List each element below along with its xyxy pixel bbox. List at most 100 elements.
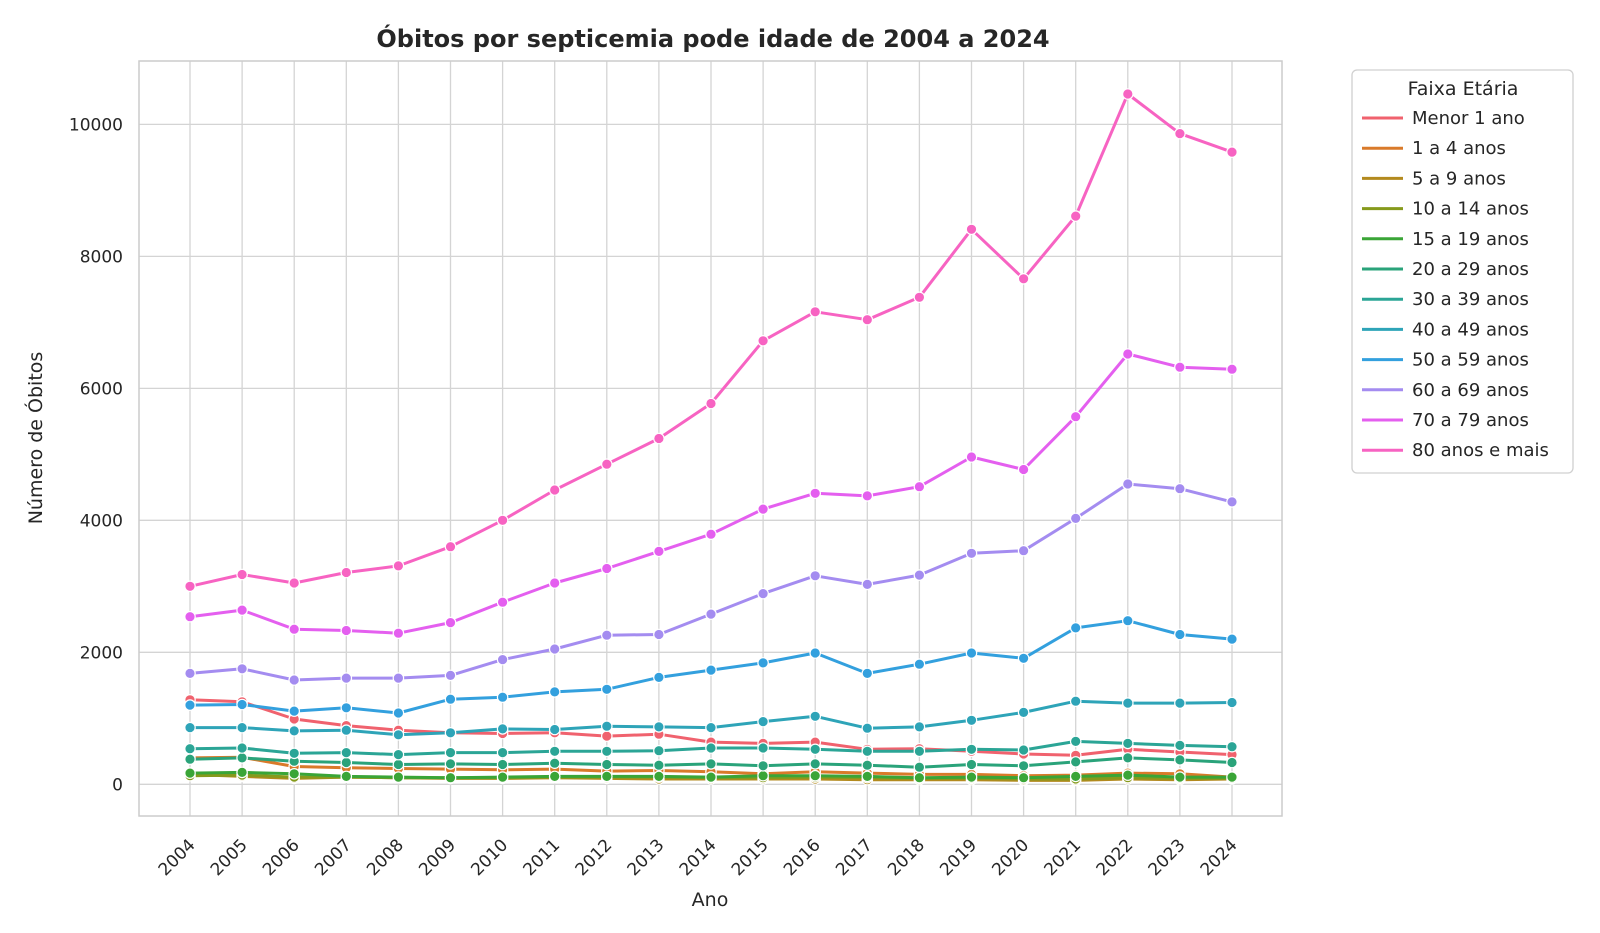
data-point (809, 743, 821, 756)
data-point (757, 587, 769, 600)
data-point (496, 514, 509, 527)
data-point (913, 745, 926, 758)
legend-item: 60 a 69 anos (1362, 380, 1529, 401)
series-layer (184, 88, 1238, 787)
data-point (444, 746, 457, 759)
data-point (392, 627, 405, 639)
data-point (861, 722, 874, 734)
data-point (600, 758, 613, 771)
data-point (705, 758, 717, 770)
data-point (1017, 463, 1030, 476)
data-point (1069, 770, 1082, 783)
y-tick-label: 6000 (80, 379, 123, 399)
data-point (496, 653, 509, 666)
data-point (653, 744, 665, 757)
data-point (600, 730, 613, 742)
legend-label: 40 a 49 anos (1412, 319, 1529, 340)
data-point (496, 746, 509, 759)
data-point (496, 596, 509, 608)
data-point (965, 547, 978, 560)
data-point (236, 721, 248, 734)
data-point (392, 748, 405, 761)
data-point (340, 724, 353, 736)
data-point (965, 714, 978, 727)
data-point (184, 742, 196, 755)
data-point (1069, 512, 1082, 525)
data-point (548, 484, 561, 496)
series-50-a-59-anos (184, 614, 1238, 719)
data-point (184, 667, 196, 680)
y-tick-label: 8000 (80, 247, 123, 267)
data-point (340, 566, 353, 579)
x-axis-title: Ano (692, 889, 729, 911)
data-point (809, 569, 821, 582)
data-point (965, 451, 978, 463)
data-point (965, 223, 978, 236)
data-point (809, 305, 821, 318)
data-point (236, 568, 248, 581)
data-point (913, 569, 926, 581)
legend-box (1351, 69, 1574, 474)
data-point (1174, 127, 1186, 140)
data-point (184, 610, 196, 623)
data-point (236, 752, 248, 764)
data-point (548, 757, 561, 769)
legend-label: 70 a 79 anos (1412, 410, 1529, 431)
series-70-a-79-anos (184, 348, 1238, 639)
y-axis-title: Número de Óbitos (23, 352, 47, 525)
data-point (184, 721, 196, 734)
data-point (653, 432, 665, 445)
data-point (861, 667, 874, 680)
data-point (1017, 272, 1030, 285)
data-point (1017, 759, 1030, 772)
y-axis-ticks: 0 2000 4000 6000 8000 10000 (69, 115, 123, 795)
data-point (600, 770, 613, 783)
data-point (705, 721, 717, 734)
data-point (600, 458, 613, 470)
data-point (1226, 363, 1238, 375)
data-point (705, 397, 717, 410)
data-point (1069, 410, 1082, 423)
series-60-a-69-anos (184, 478, 1238, 686)
legend-title: Faixa Etária (1408, 78, 1519, 100)
data-point (444, 616, 457, 629)
data-point (288, 767, 300, 780)
data-point (1069, 210, 1082, 222)
data-point (913, 771, 926, 784)
data-point (236, 742, 248, 754)
y-tick-label: 10000 (69, 115, 123, 135)
data-point (1017, 744, 1030, 756)
data-point (809, 647, 821, 659)
data-point (1069, 622, 1082, 634)
data-point (548, 770, 561, 783)
data-point (705, 528, 717, 540)
data-point (340, 756, 353, 769)
legend-label: 5 a 9 anos (1412, 168, 1506, 189)
data-point (965, 743, 978, 756)
data-point (1226, 771, 1238, 783)
data-point (444, 540, 457, 553)
data-point (340, 770, 353, 783)
data-point (340, 746, 353, 759)
data-point (288, 705, 300, 717)
legend-item: 5 a 9 anos (1362, 168, 1506, 189)
data-point (392, 728, 405, 741)
data-point (757, 503, 769, 515)
legend-item: 80 anos e mais (1362, 440, 1549, 461)
data-point (184, 767, 196, 779)
data-point (1174, 628, 1186, 641)
data-point (757, 769, 769, 782)
data-point (1017, 544, 1030, 557)
data-point (1174, 739, 1186, 752)
data-point (1226, 146, 1238, 158)
legend-label: 30 a 39 anos (1412, 289, 1529, 310)
data-point (548, 577, 561, 589)
data-point (757, 715, 769, 728)
series-15-a-19-anos (184, 766, 1238, 784)
data-point (653, 671, 665, 684)
data-point (392, 707, 405, 719)
data-point (1017, 652, 1030, 665)
data-point (653, 770, 665, 783)
data-point (392, 771, 405, 783)
